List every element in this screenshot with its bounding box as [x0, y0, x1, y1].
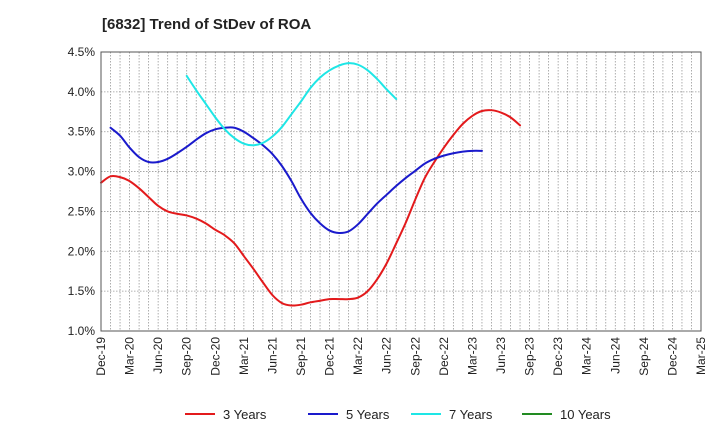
y-tick-label: 3.5%: [68, 125, 96, 139]
chart-title: [6832] Trend of StDev of ROA: [102, 16, 312, 33]
x-tick-label: Jun-24: [608, 337, 622, 374]
x-tick-label: Dec-19: [94, 337, 108, 376]
x-tick-label: Jun-21: [265, 337, 279, 374]
axis-layer: 1.0% 1.5% 2.0% 2.5% 3.0% 3.5% 4.0% 4.5% Dec-19 Ma…: [68, 45, 708, 376]
x-tick-label: Dec-20: [208, 337, 222, 376]
x-tick-label: Dec-22: [437, 337, 451, 376]
y-tick-label: 3.0%: [68, 165, 96, 179]
y-tick-label: 1.5%: [68, 284, 96, 298]
series-line-5-years: [109, 126, 483, 234]
y-tick-label: 1.0%: [68, 324, 96, 338]
x-tick-label: Jun-20: [151, 337, 165, 374]
x-tick-label: Dec-21: [323, 337, 337, 376]
legend-label-7-years: 7 Years: [449, 407, 493, 422]
x-tick-label: Dec-23: [551, 337, 565, 376]
plot-frame: [100, 51, 702, 332]
series-line-7-years: [185, 62, 398, 147]
x-tick-label: Mar-23: [465, 337, 479, 375]
y-tick-label: 4.5%: [68, 45, 96, 59]
legend-label-5-years: 5 Years: [346, 407, 390, 422]
x-tick-label: Mar-22: [351, 337, 365, 375]
y-tick-label: 2.5%: [68, 204, 96, 218]
x-tick-label: Sep-21: [294, 337, 308, 376]
x-tick-label: Sep-23: [523, 337, 537, 376]
x-tick-label: Sep-20: [180, 337, 194, 376]
x-tick-label: Mar-25: [694, 337, 708, 375]
x-tick-label: Jun-22: [380, 337, 394, 374]
x-tick-label: Dec-24: [665, 337, 679, 376]
y-tick-label: 2.0%: [68, 244, 96, 258]
legend-label-3-years: 3 Years: [223, 407, 267, 422]
x-tick-label: Sep-22: [408, 337, 422, 376]
series-layer: [100, 62, 522, 307]
x-tick-label: Jun-23: [494, 337, 508, 374]
x-tick-label: Mar-21: [237, 337, 251, 375]
y-tick-label: 4.0%: [68, 85, 96, 99]
series-line-3-years: [100, 109, 522, 307]
x-tick-label: Mar-20: [123, 337, 137, 375]
x-tick-label: Sep-24: [637, 337, 651, 376]
grid-layer: [101, 52, 701, 331]
x-tick-label: Mar-24: [580, 337, 594, 375]
legend-label-10-years: 10 Years: [560, 407, 611, 422]
legend: 3 Years 5 Years 7 Years 10 Years: [185, 407, 611, 422]
